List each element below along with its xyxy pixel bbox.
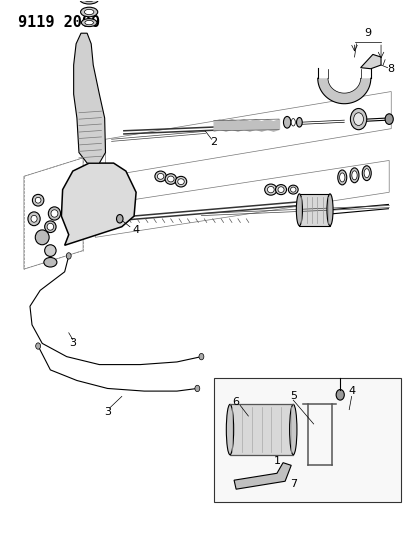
Ellipse shape: [339, 173, 345, 182]
Ellipse shape: [165, 174, 176, 184]
Ellipse shape: [327, 194, 333, 225]
Ellipse shape: [278, 187, 284, 192]
Bar: [214, 378, 402, 503]
Ellipse shape: [31, 215, 37, 222]
Text: 4: 4: [349, 386, 356, 396]
Ellipse shape: [168, 176, 174, 182]
Ellipse shape: [84, 0, 95, 2]
Text: 4: 4: [132, 225, 140, 236]
Text: 9: 9: [364, 28, 371, 38]
Polygon shape: [318, 78, 371, 104]
Ellipse shape: [175, 176, 187, 187]
Ellipse shape: [48, 207, 60, 220]
Circle shape: [66, 253, 71, 259]
Text: 6: 6: [233, 397, 240, 407]
Polygon shape: [74, 33, 106, 163]
Circle shape: [199, 353, 204, 360]
Circle shape: [385, 114, 393, 124]
Circle shape: [36, 343, 41, 349]
Text: 8: 8: [388, 64, 395, 74]
Ellipse shape: [32, 195, 44, 206]
Ellipse shape: [226, 405, 234, 455]
Ellipse shape: [155, 171, 166, 182]
Text: 1: 1: [273, 456, 280, 466]
Text: 5: 5: [290, 391, 297, 401]
Ellipse shape: [364, 168, 369, 177]
Ellipse shape: [28, 212, 40, 225]
Ellipse shape: [362, 166, 371, 181]
Circle shape: [351, 109, 367, 130]
Ellipse shape: [157, 173, 164, 179]
Ellipse shape: [275, 184, 286, 195]
Ellipse shape: [268, 187, 274, 193]
Ellipse shape: [291, 187, 296, 192]
Ellipse shape: [81, 19, 97, 27]
Ellipse shape: [84, 10, 94, 14]
Ellipse shape: [51, 210, 58, 217]
Text: 3: 3: [104, 407, 111, 417]
Circle shape: [195, 385, 200, 392]
Ellipse shape: [178, 179, 184, 184]
Ellipse shape: [289, 185, 298, 194]
Ellipse shape: [85, 20, 93, 25]
Ellipse shape: [350, 168, 359, 183]
Ellipse shape: [45, 221, 56, 232]
Ellipse shape: [338, 170, 347, 185]
Text: 2: 2: [210, 137, 217, 147]
Ellipse shape: [296, 194, 302, 225]
Ellipse shape: [47, 223, 54, 230]
Bar: [230, 405, 293, 455]
Ellipse shape: [284, 116, 291, 128]
Ellipse shape: [81, 7, 98, 17]
Polygon shape: [234, 463, 291, 489]
Ellipse shape: [265, 184, 277, 195]
Ellipse shape: [79, 0, 99, 4]
Ellipse shape: [296, 117, 302, 127]
Text: 9119 2000: 9119 2000: [18, 14, 100, 30]
Text: 7: 7: [290, 479, 297, 489]
Circle shape: [354, 113, 363, 125]
Circle shape: [336, 390, 344, 400]
Ellipse shape: [291, 118, 296, 126]
Ellipse shape: [44, 257, 57, 267]
Circle shape: [116, 215, 123, 223]
Bar: [299, 194, 330, 225]
Ellipse shape: [290, 405, 297, 455]
Ellipse shape: [35, 230, 49, 245]
Polygon shape: [360, 54, 381, 69]
Ellipse shape: [45, 245, 56, 256]
Text: 3: 3: [69, 338, 76, 349]
Polygon shape: [61, 163, 136, 245]
Ellipse shape: [35, 197, 41, 203]
Ellipse shape: [352, 171, 357, 180]
